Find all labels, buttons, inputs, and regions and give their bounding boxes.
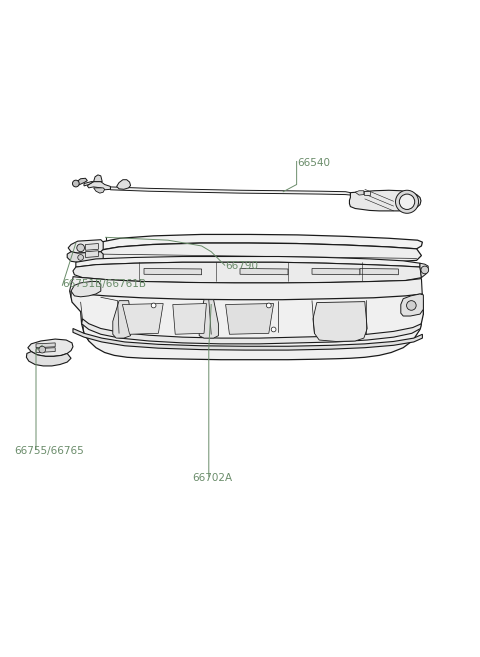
Circle shape bbox=[39, 346, 46, 353]
Circle shape bbox=[421, 266, 429, 274]
Polygon shape bbox=[199, 300, 218, 338]
Circle shape bbox=[396, 191, 419, 214]
Circle shape bbox=[72, 180, 79, 187]
Polygon shape bbox=[144, 269, 202, 275]
Circle shape bbox=[271, 327, 276, 332]
Polygon shape bbox=[117, 180, 131, 189]
Text: 66702A: 66702A bbox=[192, 473, 232, 484]
Polygon shape bbox=[36, 348, 55, 353]
Text: 66790: 66790 bbox=[226, 261, 259, 271]
Polygon shape bbox=[70, 277, 422, 306]
Polygon shape bbox=[73, 328, 422, 350]
Polygon shape bbox=[85, 251, 98, 258]
Circle shape bbox=[151, 303, 156, 308]
Polygon shape bbox=[364, 191, 370, 194]
Circle shape bbox=[78, 254, 84, 260]
Polygon shape bbox=[113, 301, 132, 338]
Polygon shape bbox=[420, 263, 428, 278]
Polygon shape bbox=[28, 339, 73, 356]
Polygon shape bbox=[26, 351, 71, 366]
Polygon shape bbox=[355, 191, 364, 195]
Polygon shape bbox=[82, 319, 421, 344]
Text: 66751B/66761B: 66751B/66761B bbox=[62, 279, 146, 289]
Polygon shape bbox=[96, 243, 421, 265]
Circle shape bbox=[266, 303, 271, 308]
Polygon shape bbox=[68, 240, 103, 253]
Text: 66755/66765: 66755/66765 bbox=[14, 446, 84, 456]
Polygon shape bbox=[87, 181, 110, 190]
Polygon shape bbox=[313, 302, 367, 342]
Polygon shape bbox=[67, 252, 103, 262]
Polygon shape bbox=[110, 187, 350, 195]
Polygon shape bbox=[76, 256, 420, 267]
Circle shape bbox=[399, 194, 415, 210]
Polygon shape bbox=[84, 181, 94, 186]
Polygon shape bbox=[173, 304, 206, 334]
Polygon shape bbox=[36, 343, 55, 348]
Polygon shape bbox=[71, 281, 101, 297]
Polygon shape bbox=[73, 262, 421, 283]
Text: 66540: 66540 bbox=[298, 158, 331, 168]
Polygon shape bbox=[240, 269, 288, 275]
Polygon shape bbox=[71, 291, 423, 359]
Polygon shape bbox=[94, 188, 105, 193]
Polygon shape bbox=[94, 175, 102, 181]
Circle shape bbox=[407, 301, 416, 310]
Polygon shape bbox=[85, 244, 98, 250]
Polygon shape bbox=[360, 269, 398, 275]
Polygon shape bbox=[349, 191, 421, 211]
Polygon shape bbox=[401, 294, 423, 316]
Polygon shape bbox=[76, 178, 87, 185]
Polygon shape bbox=[226, 304, 274, 334]
Circle shape bbox=[77, 244, 84, 252]
Polygon shape bbox=[122, 304, 163, 334]
Polygon shape bbox=[98, 235, 422, 250]
Polygon shape bbox=[312, 269, 360, 275]
